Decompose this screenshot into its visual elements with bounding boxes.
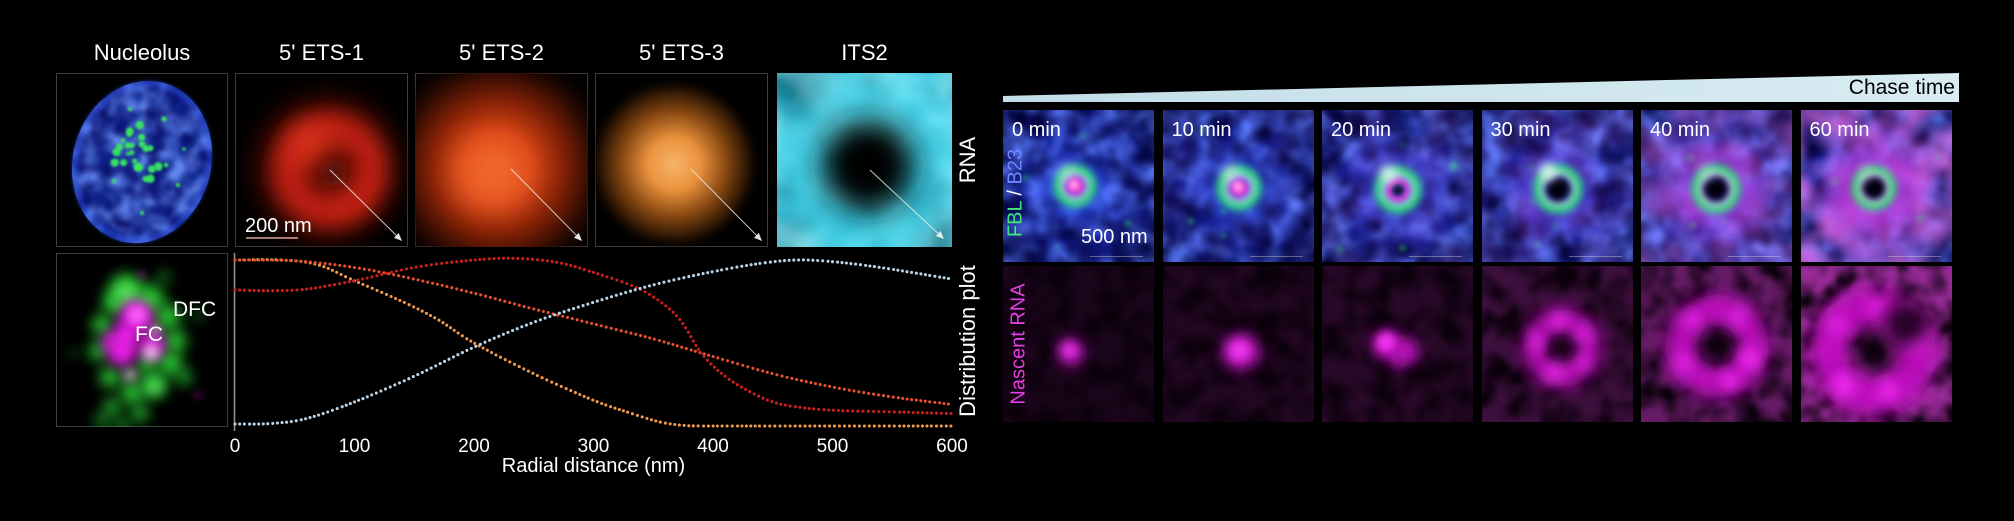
scale-bar-500nm-6 xyxy=(1887,256,1941,257)
panel-nascent-10min xyxy=(1162,266,1314,422)
scale-bar-label-500nm: 500 nm xyxy=(1081,226,1148,248)
panel-chase-top-20min xyxy=(1322,110,1473,262)
label-fc: FC xyxy=(135,323,163,346)
x-axis-label: Radial distance (nm) xyxy=(501,455,686,477)
time-label-60min: 60 min xyxy=(1809,119,1870,141)
column-title-5: ITS2 xyxy=(841,40,888,65)
panel-5ets3 xyxy=(595,73,768,247)
panel-5ets1 xyxy=(235,73,408,247)
panel-nascent-40min xyxy=(1641,266,1792,422)
channel-label-part-2: / xyxy=(1004,184,1027,202)
time-label-30min: 30 min xyxy=(1490,119,1551,141)
scale-bar-500nm-2 xyxy=(1249,256,1303,257)
x-tick-100: 100 xyxy=(338,436,371,457)
panel-chase-top-30min xyxy=(1481,110,1633,262)
panel-nucleolus xyxy=(56,73,228,247)
panel-nascent-20min xyxy=(1322,266,1473,422)
panel-chase-top-0min xyxy=(1003,110,1154,262)
label-dfc: DFC xyxy=(173,298,217,321)
panel-its2 xyxy=(777,73,952,247)
x-tick-500: 500 xyxy=(816,436,849,457)
panel-chase-top-40min xyxy=(1641,110,1792,262)
x-tick-200: 200 xyxy=(458,436,490,457)
panel-nascent-30min xyxy=(1481,266,1633,422)
column-title-1: Nucleolus xyxy=(93,40,191,65)
scale-bar-500nm-1 xyxy=(1090,256,1143,257)
scale-bar-500nm-5 xyxy=(1728,256,1781,257)
panel-nascent-60min xyxy=(1800,266,1952,422)
row-label-nascent-rna: Nascent RNA xyxy=(1007,283,1030,405)
x-tick-400: 400 xyxy=(697,436,729,457)
scale-bar-500nm-3 xyxy=(1409,256,1462,257)
time-label-0min: 0 min xyxy=(1012,119,1061,141)
scale-bar-label-200nm: 200 nm xyxy=(245,215,312,237)
chase-time-label: Chase time xyxy=(1848,76,1955,99)
panel-5ets2 xyxy=(415,73,588,247)
panel-fc-dfc xyxy=(56,253,228,427)
row-label-distribution-plot: Distribution plot xyxy=(955,265,980,417)
scale-bar-500nm-4 xyxy=(1568,256,1622,257)
column-title-3: 5' ETS-2 xyxy=(459,40,544,65)
row-label-rna: RNA xyxy=(955,136,980,184)
panel-chase-top-10min xyxy=(1162,110,1314,262)
x-tick-0: 0 xyxy=(229,436,241,457)
column-title-4: 5' ETS-3 xyxy=(639,40,724,65)
row-label-fbl-b23: FBL / B23 xyxy=(1005,149,1028,237)
x-tick-600: 600 xyxy=(936,436,968,457)
scale-bar-200nm xyxy=(246,237,298,239)
time-label-10min: 10 min xyxy=(1171,119,1232,141)
column-title-2: 5' ETS-1 xyxy=(279,40,364,65)
panel-chase-top-60min xyxy=(1800,110,1952,262)
time-label-40min: 40 min xyxy=(1650,119,1711,141)
panel-nascent-0min xyxy=(1003,266,1154,422)
x-tick-300: 300 xyxy=(577,436,610,457)
channel-label-part-3: B23 xyxy=(1004,148,1027,185)
time-label-20min: 20 min xyxy=(1331,119,1392,141)
channel-label-part-1: FBL xyxy=(1004,201,1027,238)
